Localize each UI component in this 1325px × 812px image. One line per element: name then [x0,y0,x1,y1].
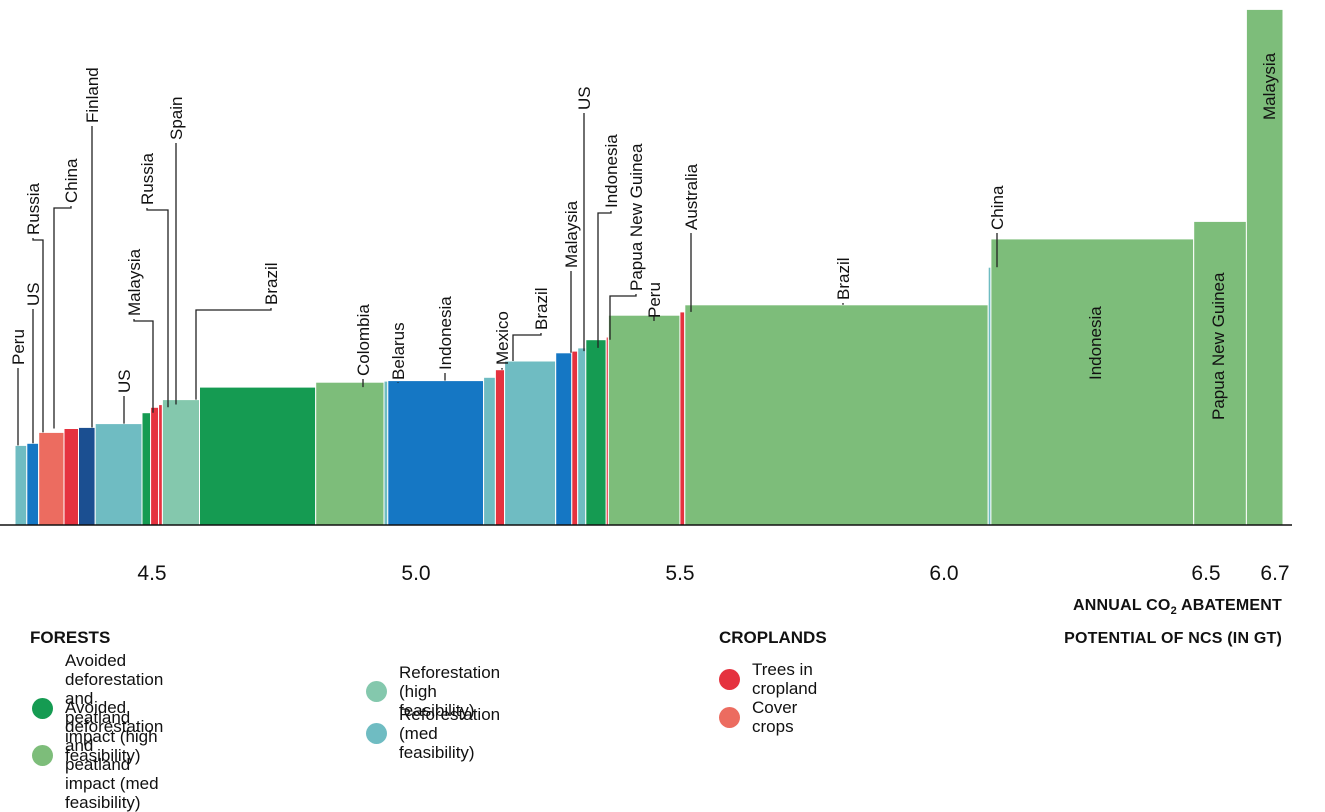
leader-line-brazil [195,308,272,400]
x-tick-label-6-0: 6.0 [929,562,958,585]
bar-finland-4 [78,426,96,526]
bar-peru-22 [607,314,681,526]
x-axis-title: ANNUAL CO2 ABATEMENT POTENTIAL OF NCS (I… [1064,597,1282,648]
bar-label-us: US [24,282,43,306]
bar-mexico-15 [494,369,505,526]
legend-label-avoided-med: Avoided deforestation and peatland impact… [65,698,164,812]
bar-label-peru: Peru [645,282,664,318]
legend-swatch-reforest-med [366,723,387,744]
bar-colombia-10 [199,386,317,526]
legend-swatch-avoided-high [32,697,53,719]
bar-label-malaysia: Malaysia [562,200,581,268]
bar-label-indonesia: Indonesia [602,134,621,208]
legend-label-cover-crops: Cover crops [752,698,798,736]
leader-line-brazil [512,333,542,361]
legend-swatch-trees-in-cropland [719,668,740,690]
legend-item-avoided-med: Avoided deforestation and peatland impact… [32,698,163,812]
legend-label-reforest-med: Reforestation (med feasibility) [399,705,501,762]
bar-malaysia-6 [141,412,152,526]
bar-papua-new-guinea-27 [1193,220,1247,526]
leader-line-china [53,206,72,429]
x-tick-label-6-5: 6.5 [1191,562,1220,585]
bar-spain-8 [158,404,163,526]
bar-russia-2 [38,431,65,526]
bar-label-colombia: Colombia [354,304,373,376]
bar-label-russia: Russia [24,182,43,235]
bar-label-malaysia: Malaysia [1260,52,1279,120]
bar-us-1 [26,442,40,526]
bar-unlabeled-12 [383,380,389,526]
bar-indonesia-26 [990,238,1195,526]
bar-peru-0 [14,444,28,526]
leader-line-indonesia [597,211,612,348]
bar-label-malaysia: Malaysia [125,248,144,316]
bars-layer [14,8,1284,526]
bar-us-5 [94,423,143,526]
abatement-chart: Peru US Russia China Finland US Malaysia Russia… [0,8,1292,585]
legend-item-reforest-high: Reforestation (high feasibility) [366,663,500,720]
legend-label-trees-in-cropland: Trees in cropland [752,660,818,698]
x-tick-label-5-0: 5.0 [401,562,430,585]
bar-label-indonesia: Indonesia [1086,306,1105,380]
leader-line-russia [146,208,169,408]
bar-label-peru: Peru [9,329,28,365]
x-tick-label-4-5: 4.5 [137,562,166,585]
bar-belarus-11 [315,381,385,526]
bar-label-spain: Spain [167,97,186,140]
bar-us-18 [571,350,579,526]
leader-line-russia [32,238,44,433]
x-tick-label-5-5: 5.5 [665,562,694,585]
bar-label-papua-new-guinea: Papua New Guinea [627,143,646,291]
x-tick-label-6-7: 6.7 [1260,562,1289,585]
bar-label-finland: Finland [83,67,102,123]
bar-brazil-9 [161,399,200,526]
legend-croplands-title: CROPLANDS [719,628,827,647]
bar-malaysia-28 [1245,8,1284,526]
bar-indonesia-13 [387,380,485,526]
legend-item-trees-in-cropland: Trees in cropland [719,660,817,698]
legend-swatch-reforest-high [366,681,387,702]
bar-label-china: China [62,158,81,203]
leader-line-papua-new-guinea [609,294,637,340]
bar-russia-7 [150,406,160,526]
bar-label-us: US [115,369,134,393]
bar-label-russia: Russia [138,152,157,205]
leader-line-malaysia [133,319,154,413]
bar-label-us: US [575,86,594,110]
bar-label-brazil: Brazil [262,262,281,305]
bar-unlabeled-14 [483,376,496,526]
bar-australia-23 [679,311,686,526]
bar-brazil-16 [504,360,557,526]
bar-label-belarus: Belarus [389,322,408,380]
bar-china-3 [63,428,79,526]
bar-label-indonesia: Indonesia [436,296,455,370]
legend-swatch-cover-crops [719,706,740,728]
legend-item-cover-crops: Cover crops [719,698,797,736]
bar-label-papua-new-guinea: Papua New Guinea [1209,272,1228,420]
legend-item-reforest-med: Reforestation (med feasibility) [366,705,500,762]
legend-forests-title: FORESTS [30,628,111,647]
bar-malaysia-17 [555,352,573,526]
bar-label-brazil: Brazil [834,257,853,300]
bar-label-australia: Australia [682,163,701,230]
legend-swatch-avoided-med [32,744,53,766]
x-tick-labels: 4.5 5.0 5.5 6.0 6.5 6.7 [137,562,1289,585]
labels-layer: Peru US Russia China Finland US Malaysia Russia… [9,52,1279,420]
bar-label-mexico: Mexico [493,311,512,365]
legend-label-reforest-high: Reforestation (high feasibility) [399,663,501,720]
bar-papua-new-guinea-20 [585,339,607,526]
bar-brazil-24 [684,304,989,526]
bar-indonesia-19 [577,347,587,526]
bar-label-china: China [988,185,1007,230]
bar-label-brazil: Brazil [532,287,551,330]
leaders-layer [17,113,998,446]
